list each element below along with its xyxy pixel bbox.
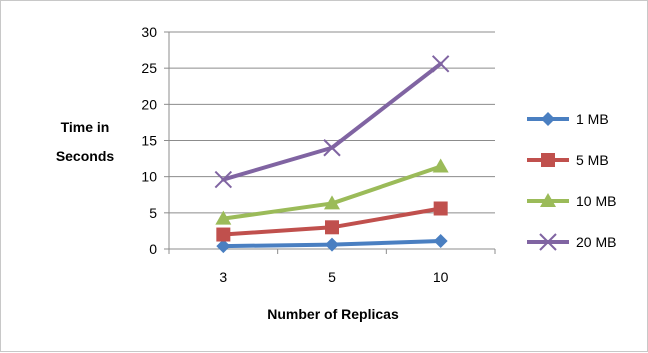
- y-tick-label-10: 10: [141, 169, 157, 185]
- x-tick-label-10: 10: [433, 269, 449, 285]
- y-axis-label-line-2: Seconds: [56, 148, 115, 164]
- data-point-20-mb-5-stroke-b: [323, 139, 341, 157]
- y-tick-label-0: 0: [149, 241, 157, 257]
- legend-label-5-mb: 5 MB: [576, 152, 609, 168]
- data-point-1-mb-3: [216, 239, 231, 254]
- series-line-10-mb: [221, 164, 443, 221]
- y-axis-label-line-1: Time in: [61, 119, 110, 135]
- y-tick-label-15: 15: [141, 133, 157, 149]
- y-tick-label-5: 5: [149, 205, 157, 221]
- data-point-20-mb-3-stroke-b: [214, 170, 233, 189]
- data-point-20-mb-10-stroke-b: [431, 55, 450, 73]
- y-tick-label-30: 30: [141, 24, 157, 40]
- legend-marker-20-mb: [539, 233, 557, 251]
- legend-label-10-mb: 10 MB: [576, 193, 616, 209]
- data-point-10-mb-3: [215, 210, 232, 225]
- legend-label-20-mb: 20 MB: [576, 234, 616, 250]
- x-tick-label-3: 3: [219, 269, 227, 285]
- data-point-20-mb-5: [323, 139, 341, 157]
- y-tick-label-25: 25: [141, 60, 157, 76]
- series-line-20-mb: [221, 61, 443, 182]
- y-tick-labels: 0 5 10 15 20 25 30: [141, 24, 157, 257]
- legend-marker-20-mb-stroke-b: [539, 233, 557, 251]
- legend-label-1-mb: 1 MB: [576, 111, 609, 127]
- data-point-10-mb-5: [324, 195, 340, 210]
- x-tick-labels: 3 5 10: [219, 269, 448, 285]
- legend-marker-1-mb: [541, 112, 555, 126]
- series-layer: [214, 55, 450, 254]
- data-point-10-mb-10: [432, 158, 449, 173]
- legend-marker-5-mb: [541, 153, 555, 167]
- data-point-5-mb-5: [325, 220, 339, 235]
- y-tick-label-20: 20: [141, 96, 157, 112]
- legend-marker-10-mb: [540, 193, 556, 207]
- data-point-5-mb-3: [216, 227, 231, 242]
- x-axis-label: Number of Replicas: [267, 306, 399, 322]
- x-tick-label-5: 5: [328, 269, 336, 285]
- data-point-20-mb-10: [431, 55, 450, 73]
- data-point-1-mb-5: [325, 237, 339, 252]
- data-point-1-mb-10: [433, 234, 448, 249]
- data-point-20-mb-3: [214, 170, 233, 189]
- legend: 1 MB 5 MB 10 MB 20 MB: [527, 111, 616, 251]
- data-point-5-mb-10: [433, 201, 448, 216]
